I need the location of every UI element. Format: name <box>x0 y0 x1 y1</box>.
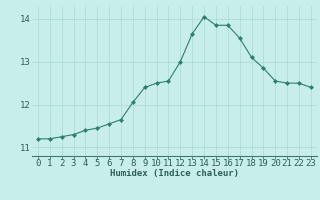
X-axis label: Humidex (Indice chaleur): Humidex (Indice chaleur) <box>110 169 239 178</box>
